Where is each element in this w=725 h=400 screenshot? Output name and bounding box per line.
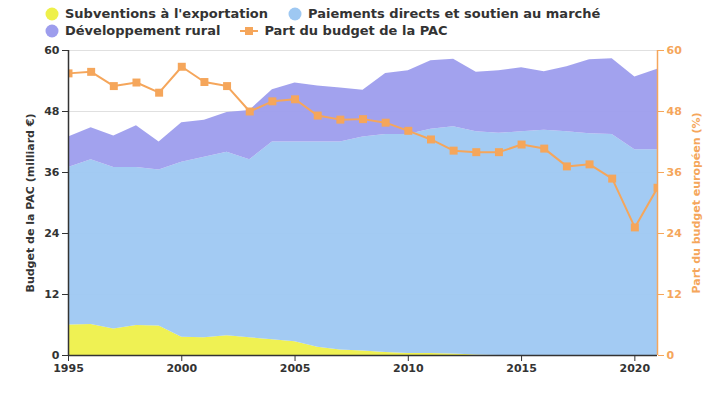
- svg-text:Part du budget européen (%): Part du budget européen (%): [690, 112, 703, 293]
- svg-text:2010: 2010: [393, 362, 424, 375]
- html-text:Développement rural: Développement rural: [65, 23, 221, 38]
- svg-text:24: 24: [44, 227, 60, 240]
- svg-text:12: 12: [667, 288, 682, 301]
- svg-text:Budget de la PAC (milliard €): Budget de la PAC (milliard €): [24, 114, 37, 293]
- html-text:Subventions à l'exportation: Subventions à l'exportation: [65, 6, 268, 21]
- html-text:Part du budget de la PAC: Part du budget de la PAC: [264, 23, 448, 38]
- svg-text:1995: 1995: [53, 362, 84, 375]
- svg-text:24: 24: [667, 227, 683, 240]
- svg-text:36: 36: [44, 166, 60, 179]
- svg-text:60: 60: [44, 44, 60, 57]
- svg-text:0: 0: [52, 349, 60, 362]
- svg-text:48: 48: [667, 105, 682, 118]
- html-text:Paiements directs et soutien a: Paiements directs et soutien au marché: [308, 6, 601, 21]
- svg-text:2015: 2015: [506, 362, 537, 375]
- svg-text:2000: 2000: [166, 362, 197, 375]
- svg-text:2005: 2005: [280, 362, 311, 375]
- svg-text:12: 12: [44, 288, 59, 301]
- svg-text:0: 0: [667, 349, 675, 362]
- svg-text:60: 60: [667, 44, 683, 57]
- svg-text:48: 48: [44, 105, 59, 118]
- svg-text:36: 36: [667, 166, 683, 179]
- svg-text:2020: 2020: [620, 362, 651, 375]
